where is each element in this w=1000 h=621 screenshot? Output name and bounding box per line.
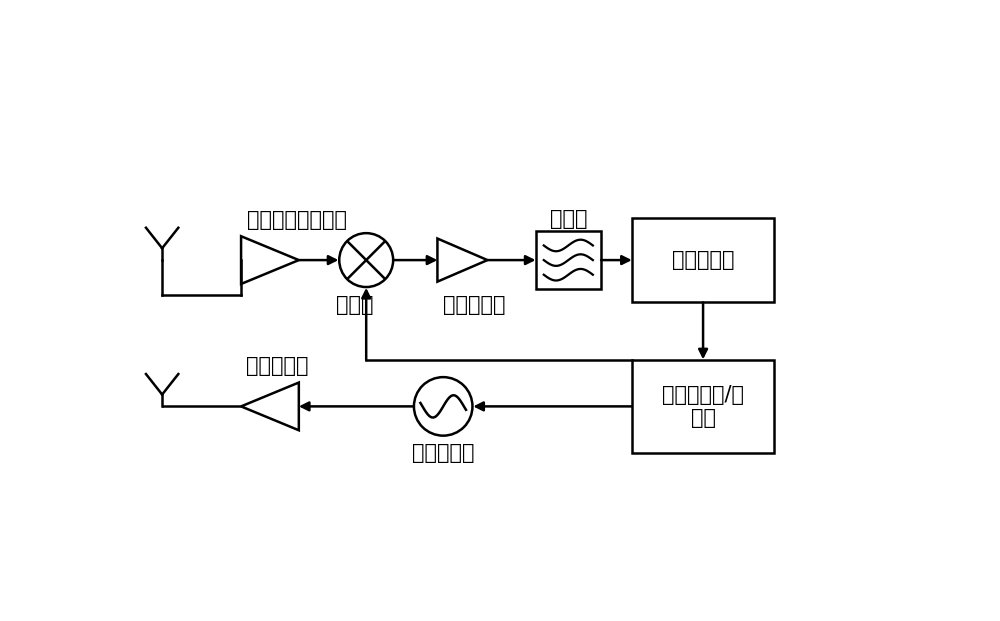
- Text: 混频器: 混频器: [336, 295, 373, 315]
- Bar: [632, 218, 774, 302]
- Text: 低噪声功率放大器: 低噪声功率放大器: [247, 210, 347, 230]
- Text: 功率放大器: 功率放大器: [246, 356, 309, 376]
- Text: 压控振荡器: 压控振荡器: [412, 443, 474, 463]
- Bar: [536, 231, 601, 289]
- Text: 频率综合器/锁
相环: 频率综合器/锁 相环: [662, 385, 744, 428]
- Text: 滤波器: 滤波器: [550, 209, 587, 229]
- Text: 中频放大器: 中频放大器: [443, 295, 505, 315]
- Bar: [632, 360, 774, 453]
- Text: 信号处理器: 信号处理器: [672, 250, 734, 270]
